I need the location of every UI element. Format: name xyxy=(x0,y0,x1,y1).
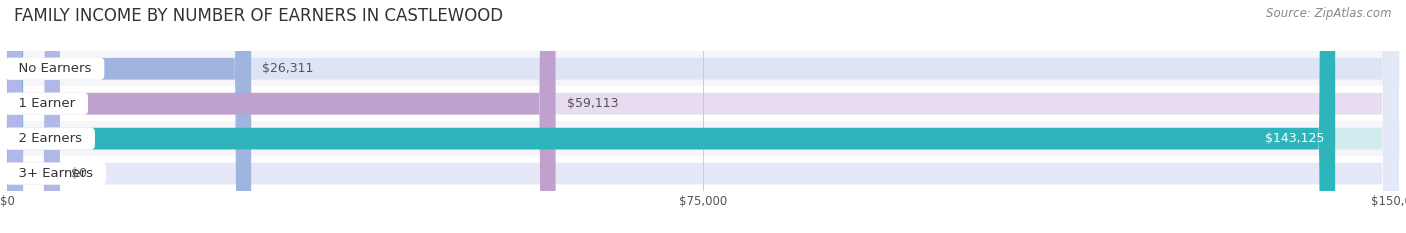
FancyBboxPatch shape xyxy=(7,0,60,233)
Text: Source: ZipAtlas.com: Source: ZipAtlas.com xyxy=(1267,7,1392,20)
Text: No Earners: No Earners xyxy=(10,62,100,75)
FancyBboxPatch shape xyxy=(6,121,1400,156)
Text: $59,113: $59,113 xyxy=(567,97,619,110)
FancyBboxPatch shape xyxy=(7,0,1399,233)
Text: $143,125: $143,125 xyxy=(1264,132,1324,145)
FancyBboxPatch shape xyxy=(7,0,1399,233)
Text: 2 Earners: 2 Earners xyxy=(10,132,90,145)
Text: 3+ Earners: 3+ Earners xyxy=(10,167,101,180)
FancyBboxPatch shape xyxy=(7,0,1399,233)
FancyBboxPatch shape xyxy=(6,156,1400,191)
FancyBboxPatch shape xyxy=(6,51,1400,86)
FancyBboxPatch shape xyxy=(6,86,1400,121)
FancyBboxPatch shape xyxy=(7,0,555,233)
FancyBboxPatch shape xyxy=(7,0,1399,233)
FancyBboxPatch shape xyxy=(7,0,1336,233)
Text: FAMILY INCOME BY NUMBER OF EARNERS IN CASTLEWOOD: FAMILY INCOME BY NUMBER OF EARNERS IN CA… xyxy=(14,7,503,25)
Text: $26,311: $26,311 xyxy=(263,62,314,75)
Text: 1 Earner: 1 Earner xyxy=(10,97,83,110)
Text: $0: $0 xyxy=(72,167,87,180)
FancyBboxPatch shape xyxy=(7,0,252,233)
